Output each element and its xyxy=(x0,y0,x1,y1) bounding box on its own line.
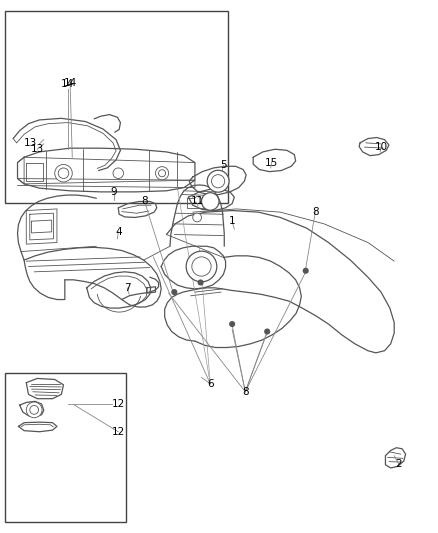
Text: 2: 2 xyxy=(395,459,402,469)
Text: 10: 10 xyxy=(374,142,388,151)
Text: 14: 14 xyxy=(61,79,74,88)
Text: 8: 8 xyxy=(242,387,249,397)
Circle shape xyxy=(58,168,69,179)
Circle shape xyxy=(26,402,42,418)
Circle shape xyxy=(192,257,211,276)
Text: 8: 8 xyxy=(312,207,319,216)
Circle shape xyxy=(207,170,229,192)
Text: 6: 6 xyxy=(207,379,214,389)
Circle shape xyxy=(264,328,270,335)
Circle shape xyxy=(113,168,124,179)
Text: 7: 7 xyxy=(124,283,131,293)
Circle shape xyxy=(229,321,235,327)
Circle shape xyxy=(212,175,225,188)
Text: 13: 13 xyxy=(24,138,37,148)
Circle shape xyxy=(30,406,39,414)
Text: 1: 1 xyxy=(229,216,236,226)
Bar xyxy=(5,373,126,522)
Circle shape xyxy=(303,268,309,274)
Text: 8: 8 xyxy=(141,197,148,206)
Bar xyxy=(5,11,228,203)
Circle shape xyxy=(194,196,201,204)
Text: 12: 12 xyxy=(112,399,125,409)
Circle shape xyxy=(186,251,217,282)
Text: 4: 4 xyxy=(115,227,122,237)
Text: 11: 11 xyxy=(191,196,204,206)
Circle shape xyxy=(171,289,177,295)
Circle shape xyxy=(55,165,72,182)
Circle shape xyxy=(155,167,169,180)
Text: 14: 14 xyxy=(64,78,77,87)
Circle shape xyxy=(193,213,201,222)
Circle shape xyxy=(201,193,219,210)
Text: 13: 13 xyxy=(31,144,44,154)
Circle shape xyxy=(198,279,204,286)
Circle shape xyxy=(159,169,166,177)
Text: 12: 12 xyxy=(112,427,125,437)
Text: 9: 9 xyxy=(110,187,117,197)
Text: 5: 5 xyxy=(220,160,227,170)
Text: 15: 15 xyxy=(265,158,278,167)
